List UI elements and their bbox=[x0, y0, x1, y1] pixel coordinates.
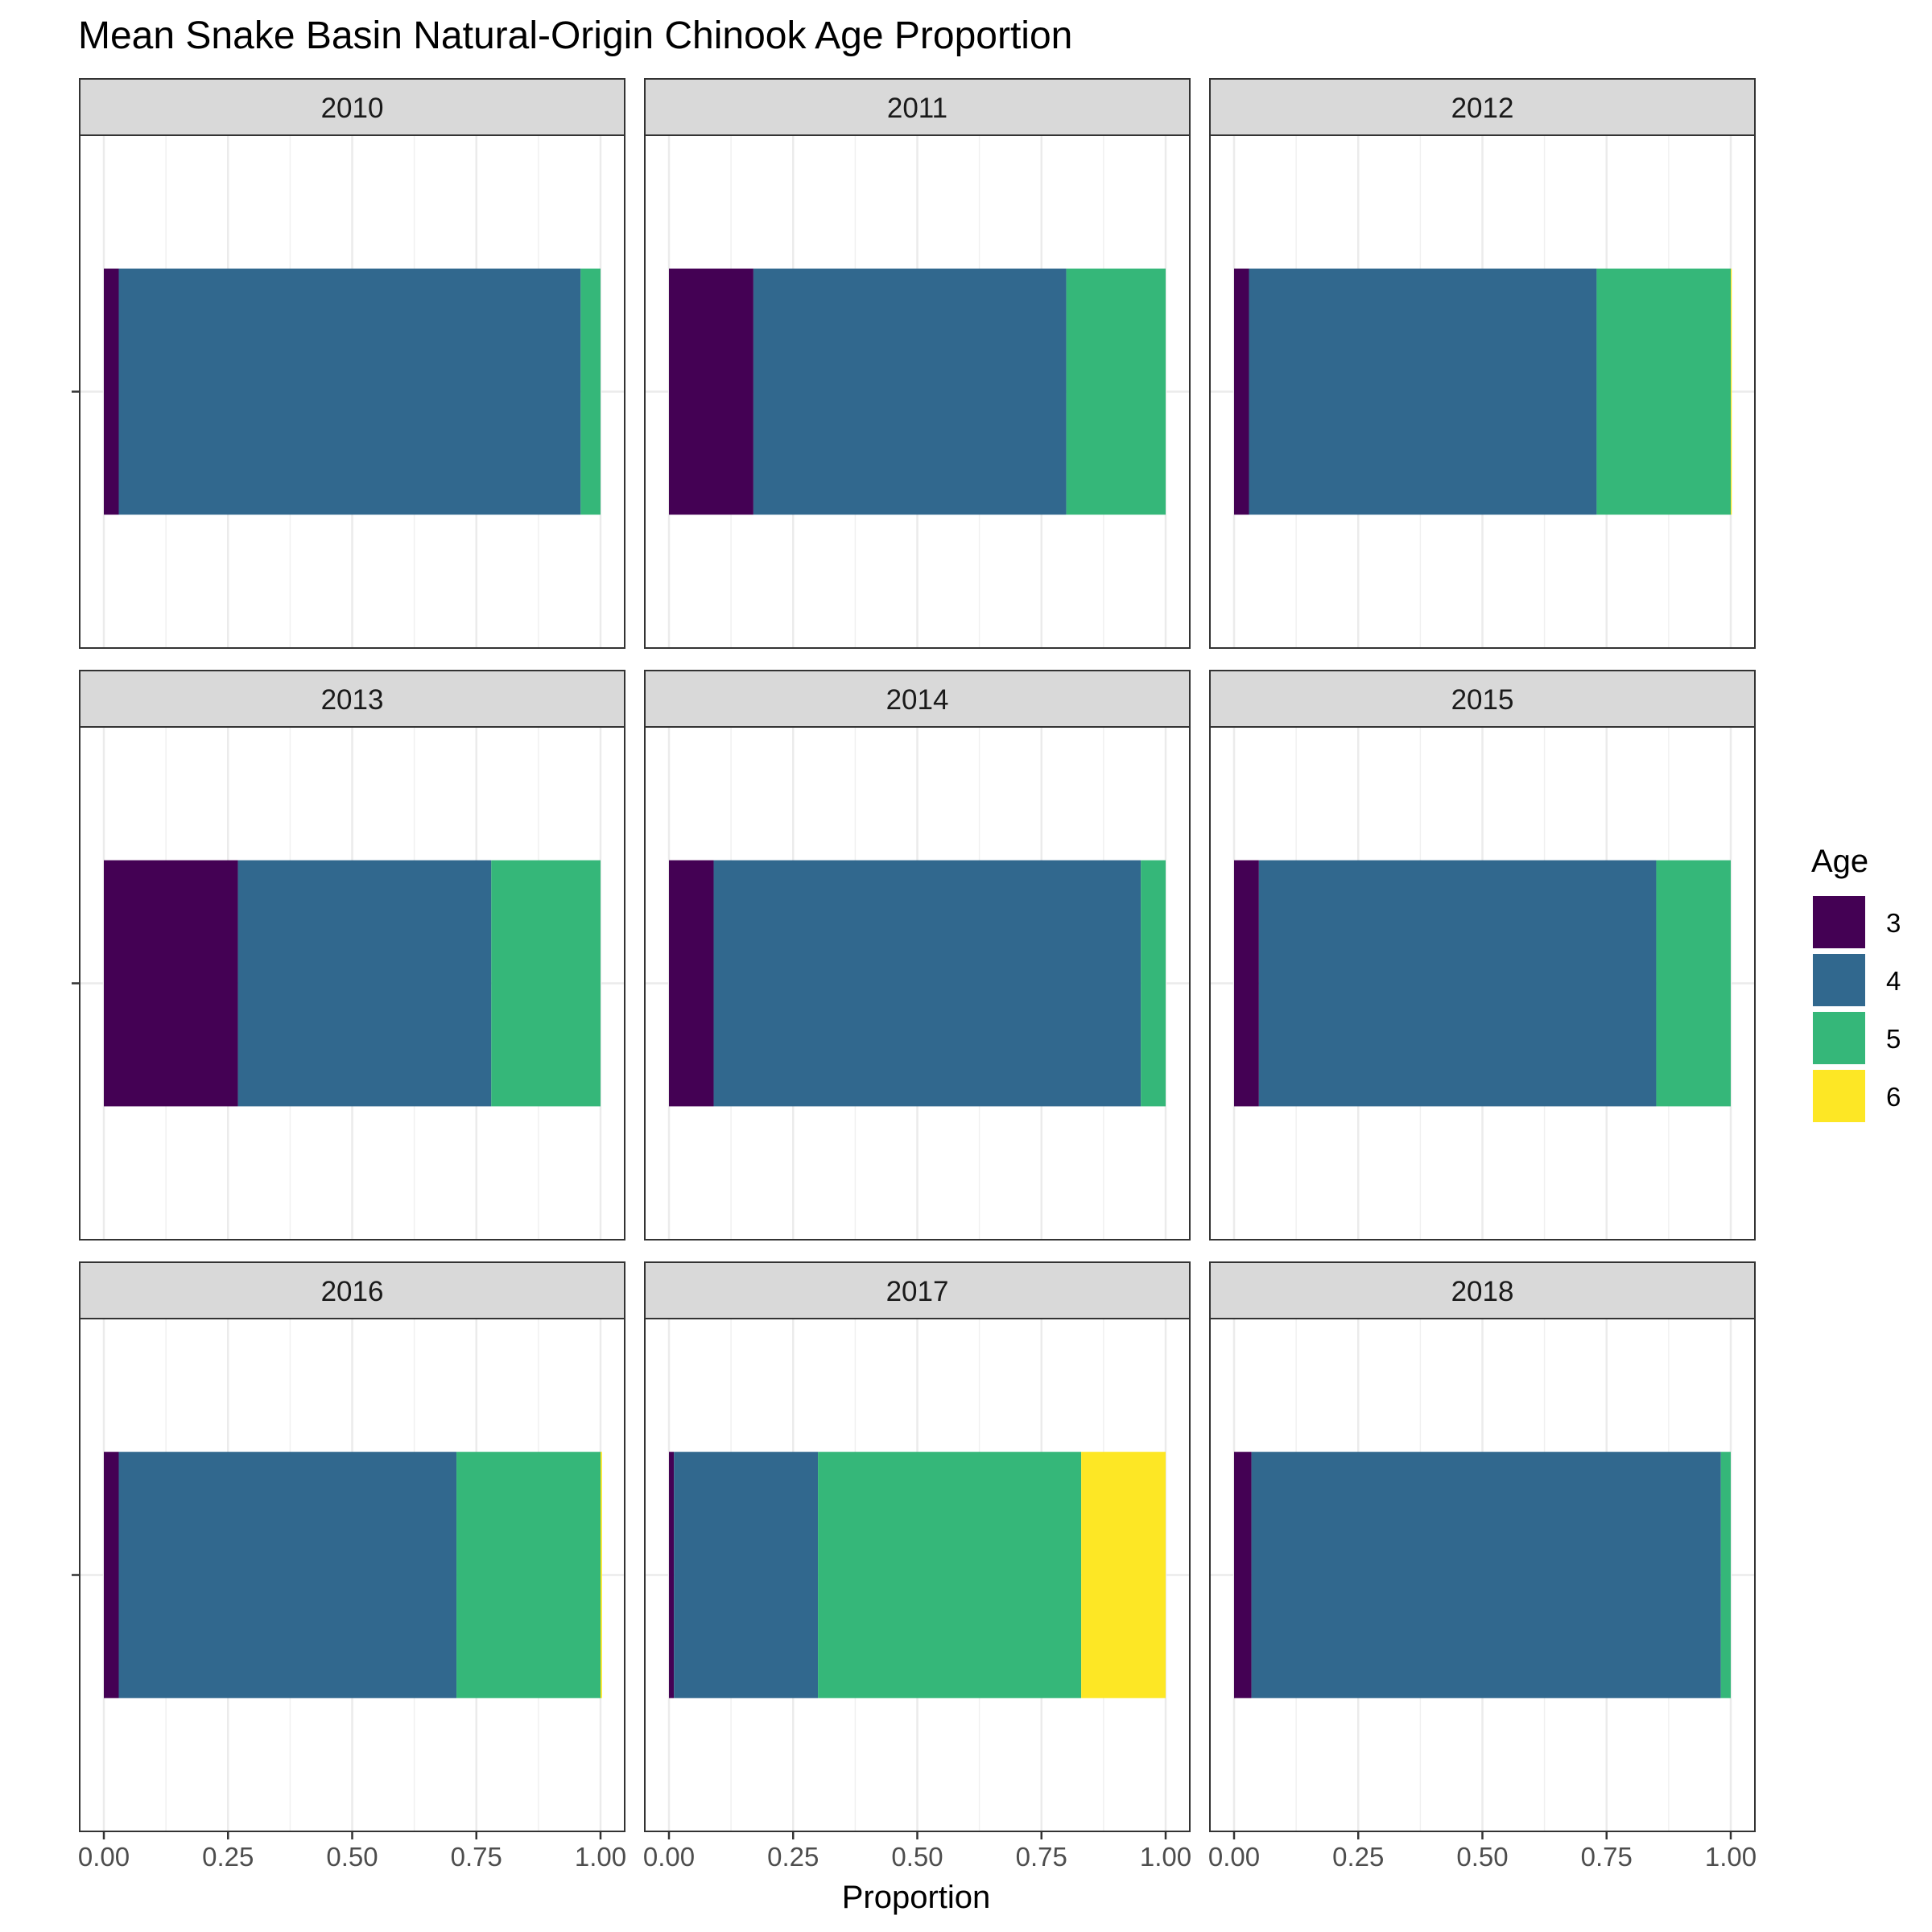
bar-2014-age5 bbox=[1141, 860, 1166, 1107]
panel-border bbox=[644, 726, 1191, 1241]
bar-2016-age3 bbox=[104, 1451, 119, 1699]
x-tick-label: 1.00 bbox=[1705, 1842, 1757, 1872]
legend-title: Age bbox=[1811, 844, 1868, 879]
facet-strip bbox=[644, 78, 1191, 136]
facet-strip-label: 2013 bbox=[321, 684, 384, 716]
facet-2012: 2012 bbox=[1209, 78, 1756, 649]
x-tick-label: 0.25 bbox=[1332, 1842, 1384, 1872]
bar-2012-age5 bbox=[1596, 268, 1731, 515]
legend-label-age3: 3 bbox=[1886, 908, 1901, 938]
panel-border bbox=[644, 134, 1191, 649]
bar-2017-age5 bbox=[818, 1451, 1082, 1699]
x-tick-label: 0.75 bbox=[1016, 1842, 1067, 1872]
facet-strip-label: 2012 bbox=[1451, 93, 1514, 124]
facet-strip bbox=[1209, 78, 1756, 136]
facet-strip-label: 2016 bbox=[321, 1276, 384, 1307]
legend-label-age5: 5 bbox=[1886, 1024, 1901, 1054]
bar-2017-age6 bbox=[1081, 1451, 1166, 1699]
facet-strip bbox=[1209, 1261, 1756, 1319]
bar-2016-age6 bbox=[601, 1451, 602, 1699]
x-tick-label: 0.50 bbox=[326, 1842, 378, 1872]
bar-2012-age4 bbox=[1249, 268, 1597, 515]
bar-2018-age3 bbox=[1234, 1451, 1252, 1699]
bar-2013-age4 bbox=[237, 860, 492, 1107]
legend-key-age4 bbox=[1813, 954, 1865, 1006]
bar-2012-age6 bbox=[1731, 268, 1732, 515]
bar-2017-age4 bbox=[674, 1451, 819, 1699]
legend-key-age3 bbox=[1813, 896, 1865, 948]
facet-strip-label: 2014 bbox=[886, 684, 949, 716]
facet-2018: 2018 bbox=[1209, 1261, 1756, 1832]
bar-2013-age3 bbox=[104, 860, 238, 1107]
bar-2015-age5 bbox=[1656, 860, 1731, 1107]
facet-2010: 2010 bbox=[72, 78, 625, 649]
facet-strip bbox=[79, 1261, 625, 1319]
panel-border bbox=[1209, 726, 1756, 1241]
x-tick-label: 0.25 bbox=[202, 1842, 254, 1872]
bar-2010-age4 bbox=[118, 268, 581, 515]
bar-2011-age4 bbox=[753, 268, 1067, 515]
facet-2017: 2017 bbox=[644, 1261, 1191, 1832]
legend-key-age5 bbox=[1813, 1012, 1865, 1064]
bar-2011-age3 bbox=[669, 268, 753, 515]
x-tick-label: 0.00 bbox=[1208, 1842, 1260, 1872]
facet-2016: 2016 bbox=[72, 1261, 625, 1832]
bar-2012-age3 bbox=[1234, 268, 1249, 515]
legend-label-age4: 4 bbox=[1886, 966, 1901, 996]
legend-key-age6 bbox=[1813, 1070, 1865, 1122]
facet-panels: 2010 2011 2012 2013 2014 2015 2016 2017 2018 bbox=[72, 78, 1756, 1832]
facet-strip-label: 2010 bbox=[321, 93, 384, 124]
bar-2018-age4 bbox=[1251, 1451, 1721, 1699]
x-tick-label: 0.25 bbox=[767, 1842, 819, 1872]
facet-strip bbox=[79, 78, 625, 136]
bar-2014-age3 bbox=[669, 860, 714, 1107]
x-tick-label: 1.00 bbox=[575, 1842, 626, 1872]
x-tick-label: 0.50 bbox=[891, 1842, 943, 1872]
facet-strip bbox=[644, 670, 1191, 728]
facet-strip-label: 2018 bbox=[1451, 1276, 1514, 1307]
chart-title: Mean Snake Basin Natural-Origin Chinook … bbox=[78, 14, 1072, 57]
panel-border bbox=[1209, 134, 1756, 649]
x-axis-ticks: 0.00 0.25 0.50 0.75 1.00 0.00 0.25 0.50 0.75 1.00… bbox=[78, 1831, 1757, 1872]
bar-2017-age3 bbox=[669, 1451, 675, 1699]
facet-2015: 2015 bbox=[1209, 670, 1756, 1241]
x-tick-label: 0.50 bbox=[1456, 1842, 1508, 1872]
bar-2016-age5 bbox=[456, 1451, 601, 1699]
facet-2013: 2013 bbox=[72, 670, 625, 1241]
facet-strip-label: 2015 bbox=[1451, 684, 1514, 716]
facet-strip-label: 2011 bbox=[887, 93, 947, 124]
x-tick-label: 0.75 bbox=[1581, 1842, 1633, 1872]
facet-2014: 2014 bbox=[644, 670, 1191, 1241]
x-tick-label: 1.00 bbox=[1140, 1842, 1191, 1872]
bar-2010-age3 bbox=[104, 268, 119, 515]
facet-2011: 2011 bbox=[644, 78, 1191, 649]
legend-label-age6: 6 bbox=[1886, 1082, 1901, 1112]
bar-2014-age4 bbox=[713, 860, 1141, 1107]
facet-strip bbox=[1209, 670, 1756, 728]
x-tick-label: 0.75 bbox=[451, 1842, 502, 1872]
x-axis-title: Proportion bbox=[842, 1880, 991, 1915]
x-tick-label: 0.00 bbox=[643, 1842, 695, 1872]
bar-2018-age5 bbox=[1720, 1451, 1731, 1699]
facet-strip bbox=[79, 670, 625, 728]
bar-2016-age4 bbox=[118, 1451, 457, 1699]
legend: Age 3 4 5 6 bbox=[1811, 844, 1901, 1122]
facet-strip-label: 2017 bbox=[886, 1276, 949, 1307]
x-tick-label: 0.00 bbox=[78, 1842, 130, 1872]
bar-2013-age5 bbox=[491, 860, 601, 1107]
bar-2015-age4 bbox=[1258, 860, 1657, 1107]
bar-2015-age3 bbox=[1234, 860, 1259, 1107]
bar-2011-age5 bbox=[1066, 268, 1166, 515]
bar-2010-age5 bbox=[580, 268, 601, 515]
